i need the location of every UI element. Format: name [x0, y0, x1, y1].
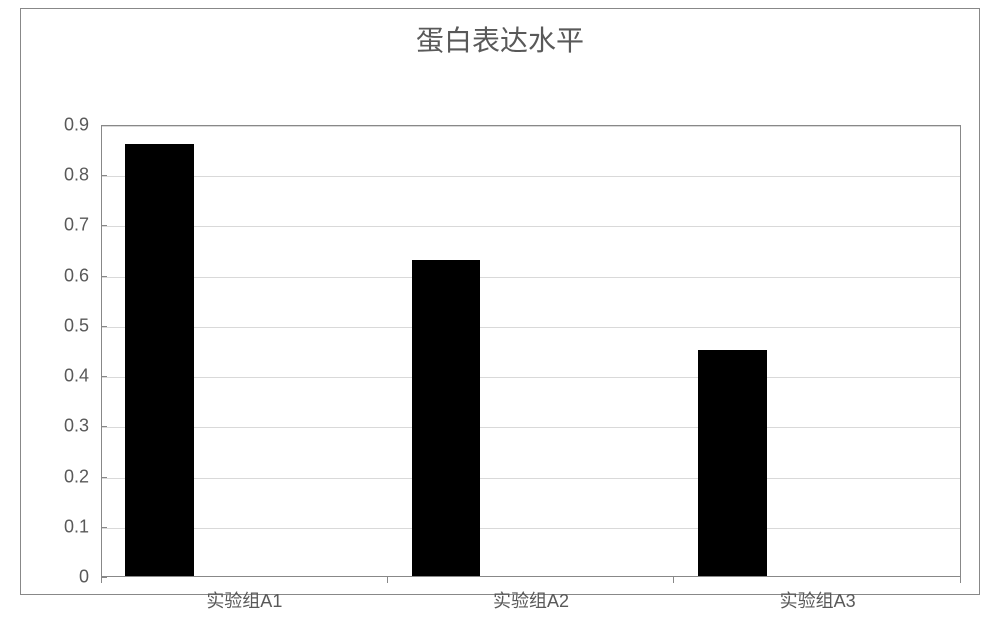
- x-tick-mark: [387, 577, 388, 583]
- y-axis: 00.10.20.30.40.50.60.70.80.9: [41, 125, 101, 577]
- x-tick-label: 实验组A2: [493, 587, 569, 613]
- y-tick-label: 0.9: [64, 115, 89, 136]
- bars-layer: [102, 126, 960, 576]
- chart-outer-frame: 蛋白表达水平 00.10.20.30.40.50.60.70.80.9 实验组A…: [20, 8, 980, 595]
- y-tick-mark: [101, 175, 107, 176]
- y-tick-label: 0.8: [64, 165, 89, 186]
- y-tick-mark: [101, 326, 107, 327]
- y-tick-label: 0.2: [64, 466, 89, 487]
- x-tick-mark: [960, 577, 961, 583]
- y-tick-label: 0.7: [64, 215, 89, 236]
- y-tick-label: 0.1: [64, 516, 89, 537]
- plot-area: [101, 125, 961, 577]
- y-tick-label: 0.5: [64, 315, 89, 336]
- bar: [412, 260, 481, 576]
- y-tick-mark: [101, 225, 107, 226]
- y-tick-label: 0.4: [64, 366, 89, 387]
- x-tick-mark: [101, 577, 102, 583]
- x-axis: 实验组A1 实验组A2 实验组A3: [101, 577, 961, 617]
- bar: [698, 350, 767, 576]
- bar: [125, 144, 194, 576]
- y-tick-mark: [101, 426, 107, 427]
- y-tick-mark: [101, 376, 107, 377]
- y-tick-label: 0: [79, 567, 89, 588]
- y-tick-mark: [101, 125, 107, 126]
- y-tick-mark: [101, 527, 107, 528]
- y-tick-label: 0.6: [64, 265, 89, 286]
- x-tick-label: 实验组A1: [206, 587, 282, 613]
- y-tick-mark: [101, 276, 107, 277]
- y-tick-mark: [101, 477, 107, 478]
- x-tick-label: 实验组A3: [780, 587, 856, 613]
- x-tick-mark: [673, 577, 674, 583]
- y-tick-label: 0.3: [64, 416, 89, 437]
- chart-title: 蛋白表达水平: [21, 9, 979, 65]
